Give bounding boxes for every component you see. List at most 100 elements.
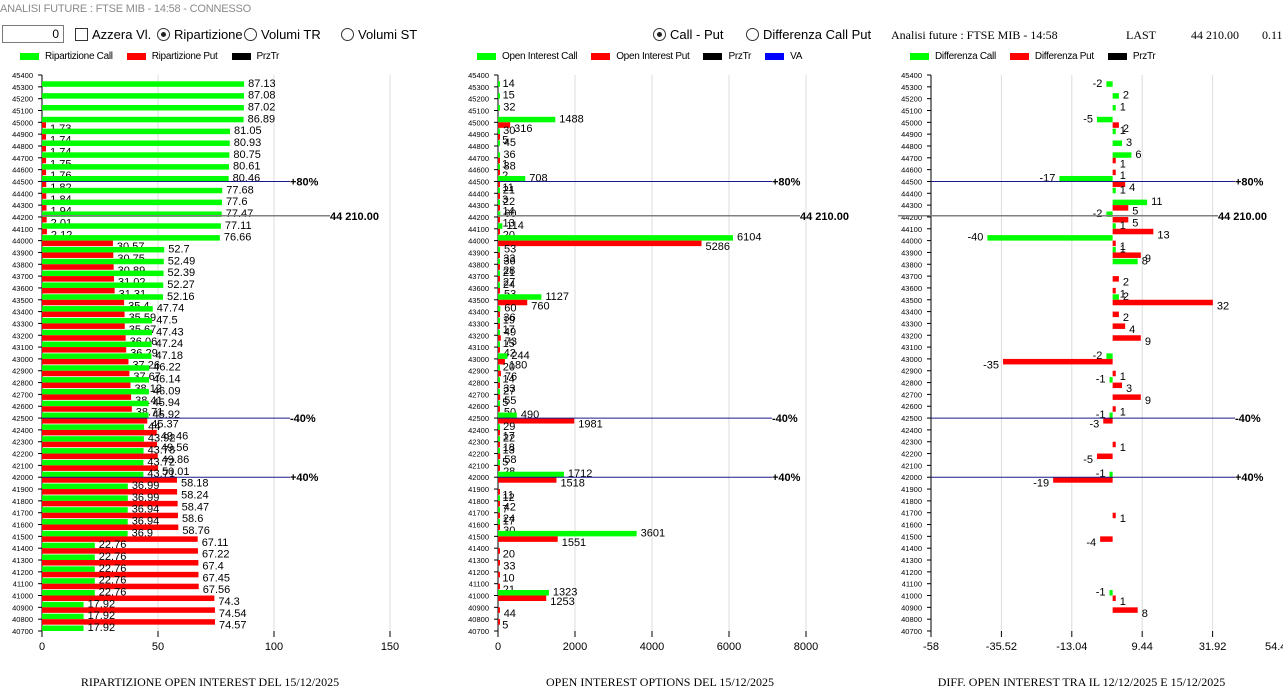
y-tick-label: 42100 bbox=[901, 461, 922, 470]
y-tick-label: 42000 bbox=[901, 473, 922, 482]
put-bar bbox=[1112, 394, 1141, 400]
y-tick-label: 44100 bbox=[901, 225, 922, 234]
y-tick-label: 42800 bbox=[12, 379, 33, 388]
put-bar bbox=[1112, 323, 1126, 329]
connection-status: ANALISI FUTURE : FTSE MIB - 14:58 - CONN… bbox=[0, 3, 251, 15]
data-label: 1 bbox=[1120, 288, 1126, 300]
put-bar bbox=[1112, 181, 1126, 187]
data-label: 19 bbox=[503, 314, 515, 326]
data-label: 49.56 bbox=[161, 442, 189, 454]
value-input[interactable] bbox=[2, 25, 64, 43]
data-label: -35 bbox=[983, 359, 999, 371]
radio-dot[interactable] bbox=[653, 28, 666, 41]
legend-swatch-call bbox=[477, 53, 496, 60]
radio-volumi-st[interactable]: Volumi ST bbox=[341, 27, 417, 42]
put-bar bbox=[498, 181, 500, 187]
radio-volumi-tr[interactable]: Volumi TR bbox=[244, 27, 321, 42]
data-label: -40 bbox=[967, 232, 983, 244]
data-label: 17 bbox=[503, 516, 515, 528]
chart-1-title: RIPARTIZIONE OPEN INTEREST DEL 15/12/202… bbox=[80, 675, 340, 689]
percent-label: -40% bbox=[1235, 413, 1261, 425]
data-label: 46.09 bbox=[153, 385, 181, 397]
data-label: -1 bbox=[1096, 374, 1106, 386]
data-label: 1981 bbox=[578, 419, 602, 431]
put-bar bbox=[42, 465, 159, 471]
change-value: 0.11 bbox=[1262, 28, 1283, 42]
put-bar bbox=[42, 228, 47, 235]
x-tick-label: 8000 bbox=[794, 641, 818, 653]
call-bar bbox=[498, 128, 500, 135]
y-tick-label: 43900 bbox=[901, 248, 922, 257]
price-label: 44 210.00 bbox=[330, 211, 379, 223]
y-tick-label: 44000 bbox=[468, 237, 489, 246]
data-label: 38 bbox=[503, 161, 515, 173]
call-bar bbox=[498, 104, 500, 111]
data-label: 67.22 bbox=[202, 549, 230, 561]
call-bar bbox=[42, 590, 95, 596]
y-tick-label: 41500 bbox=[468, 532, 489, 541]
radio-differenza-call-put[interactable]: Differenza Call Put bbox=[746, 27, 871, 42]
chart-2-title: OPEN INTEREST OPTIONS DEL 15/12/2025 bbox=[546, 675, 774, 689]
y-tick-label: 43600 bbox=[901, 284, 922, 293]
put-bar bbox=[498, 228, 500, 235]
call-bar bbox=[498, 140, 500, 146]
call-bar bbox=[42, 211, 222, 217]
radio-call-put[interactable]: Call - Put bbox=[653, 27, 723, 42]
put-bar bbox=[498, 406, 500, 412]
put-bar bbox=[42, 122, 47, 128]
call-bar bbox=[42, 81, 245, 87]
radio-dot[interactable] bbox=[157, 28, 170, 41]
data-label: -3 bbox=[1089, 419, 1099, 431]
data-label: 11 bbox=[1151, 196, 1162, 208]
data-label: 8 bbox=[1142, 608, 1148, 620]
call-bar bbox=[42, 519, 128, 525]
call-bar bbox=[1112, 140, 1123, 146]
radio-dot[interactable] bbox=[244, 28, 257, 41]
y-tick-label: 45000 bbox=[901, 118, 922, 127]
call-bar bbox=[42, 353, 152, 359]
x-tick-label: -58 bbox=[923, 641, 939, 653]
data-label: 46.22 bbox=[153, 362, 181, 374]
put-bar bbox=[42, 216, 47, 223]
x-tick-label: -13.04 bbox=[1056, 641, 1087, 653]
data-label: 9 bbox=[1145, 395, 1151, 407]
legend-swatch-call bbox=[20, 53, 39, 60]
radio-dot[interactable] bbox=[746, 28, 759, 41]
data-label: -19 bbox=[1033, 478, 1049, 490]
call-bar bbox=[42, 199, 223, 206]
radio-dot[interactable] bbox=[341, 28, 354, 41]
put-bar bbox=[498, 524, 500, 531]
data-label: 73 bbox=[505, 336, 517, 348]
call-bar bbox=[42, 294, 164, 300]
checkbox-box[interactable] bbox=[75, 28, 88, 41]
y-tick-label: 44300 bbox=[901, 201, 922, 210]
call-bar bbox=[1112, 258, 1138, 265]
data-label: 10 bbox=[502, 572, 514, 584]
azzera-checkbox[interactable]: Azzera Vl. bbox=[75, 27, 151, 42]
put-bar bbox=[1096, 453, 1113, 460]
y-tick-label: 42300 bbox=[468, 438, 489, 447]
put-bar bbox=[1112, 276, 1119, 282]
data-label: 58.76 bbox=[182, 525, 210, 537]
put-bar bbox=[42, 548, 198, 554]
data-label: 21 bbox=[503, 184, 515, 196]
put-bar bbox=[42, 441, 157, 448]
y-tick-label: 43500 bbox=[901, 296, 922, 305]
call-bar bbox=[498, 341, 500, 348]
call-bar bbox=[42, 164, 230, 170]
put-bar bbox=[498, 299, 528, 306]
put-bar bbox=[1003, 358, 1113, 365]
put-bar bbox=[42, 418, 148, 424]
y-tick-label: 42900 bbox=[468, 367, 489, 376]
legend-chart-3: Differenza Call Differenza Put PrzTr bbox=[910, 51, 1169, 62]
y-tick-label: 44600 bbox=[468, 166, 489, 175]
put-bar bbox=[498, 536, 558, 542]
legend-label: PrzTr bbox=[728, 51, 752, 62]
put-bar bbox=[42, 134, 47, 140]
put-bar bbox=[1112, 406, 1116, 412]
call-bar bbox=[42, 306, 153, 312]
y-tick-label: 43800 bbox=[901, 260, 922, 269]
radio-ripartizione[interactable]: Ripartizione bbox=[157, 27, 243, 42]
y-tick-label: 40800 bbox=[12, 615, 33, 624]
